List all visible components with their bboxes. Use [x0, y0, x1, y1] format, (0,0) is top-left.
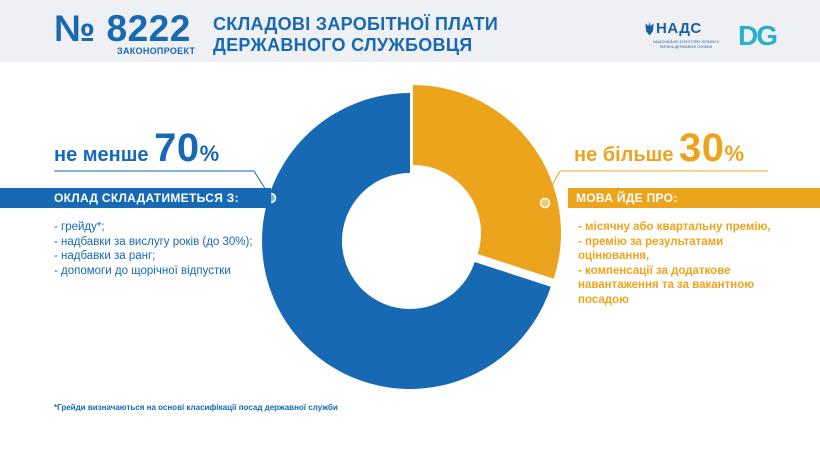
donut-slices: [262, 85, 561, 389]
left-components-list: - грейду*; - надбавки за вислугу років (…: [54, 220, 264, 278]
right-connector-dot: [539, 197, 551, 209]
list-item: - грейду*;: [54, 221, 105, 233]
list-item: - надбавки за вислугу років (до 30%);: [54, 235, 253, 248]
right-section-bar: МОВА ЙДЕ ПРО:: [568, 188, 820, 208]
nads-logo-name: НАДС: [656, 20, 702, 37]
right-components-list: - місячну або квартальну премію, - премі…: [578, 220, 778, 307]
list-item: - премію за результатами оцінювання,: [578, 235, 724, 263]
nads-logo: НАДС Національне агентство України з пит…: [645, 20, 725, 54]
dg-logo: DG: [738, 20, 790, 52]
footnote: *Грейди визначаються на основі класифіка…: [54, 403, 338, 412]
right-share-number: 30: [679, 126, 725, 170]
left-share-phrase: не менше: [54, 144, 155, 166]
list-item: - допомоги до щорічної відпустки: [54, 264, 231, 277]
right-connector-line: [544, 170, 561, 199]
dg-logo-text: DG: [738, 20, 778, 51]
page-title: СКЛАДОВІ ЗАРОБІТНОЇ ПЛАТИ ДЕРЖАВНОГО СЛУ…: [213, 14, 498, 56]
nads-logo-subtitle: Національне агентство України з питань д…: [652, 40, 719, 49]
trident-icon: [645, 22, 654, 36]
bill-number: № 8222: [54, 8, 191, 49]
list-item: - надбавки за ранг;: [54, 250, 156, 262]
title-line-1: СКЛАДОВІ ЗАРОБІТНОЇ ПЛАТИ: [213, 14, 499, 34]
header-band: № 8222 ЗАКОНОПРОЕКТ СКЛАДОВІ ЗАРОБІТНОЇ …: [0, 0, 820, 62]
left-section-bar: ОКЛАД СКЛАДАТИМЕТЬСЯ З:: [0, 188, 271, 208]
donut-slice-70: [262, 93, 551, 389]
right-share-label: не більше 30%: [574, 126, 744, 171]
left-share-label: не менше 70%: [54, 126, 219, 171]
list-item: - місячну або квартальну премію,: [578, 221, 771, 233]
title-line-2: ДЕРЖАВНОГО СЛУЖБОВЦЯ: [213, 35, 473, 55]
right-share-phrase: не більше: [574, 144, 680, 166]
donut-slice-30: [413, 85, 561, 279]
left-share-percent: %: [199, 141, 220, 166]
left-share-number: 70: [154, 126, 200, 170]
right-share-percent: %: [724, 141, 745, 166]
bill-subtitle: ЗАКОНОПРОЕКТ: [117, 46, 196, 56]
list-item: - компенсації за додаткове навантаження …: [578, 264, 755, 306]
